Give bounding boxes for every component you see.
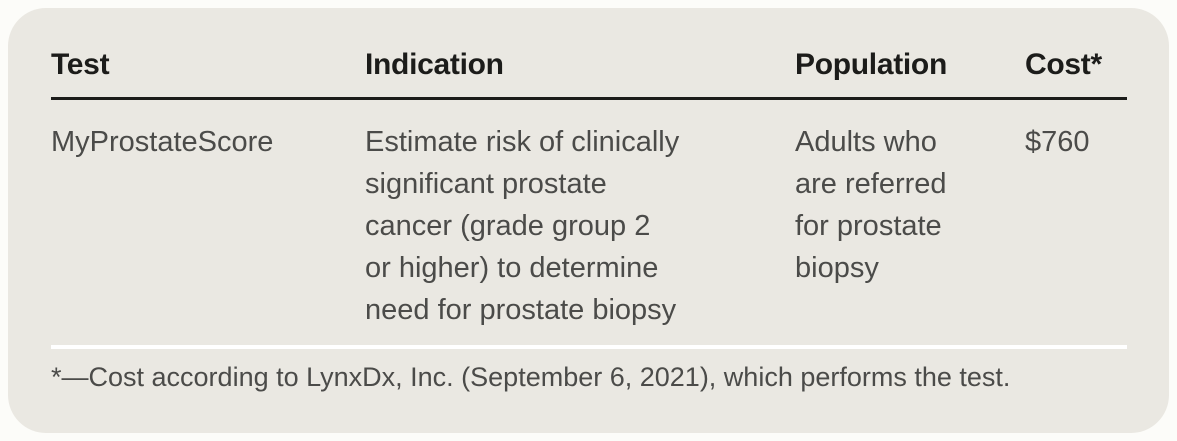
- footnote-divider: [51, 345, 1127, 349]
- cell-population: Adults who are referred for prostate bio…: [795, 126, 947, 284]
- cell-indication: Estimate risk of clinically significant …: [365, 126, 680, 326]
- column-header-population: Population: [795, 48, 1025, 100]
- table-card: Test Indication Population Cost* MyProst…: [8, 8, 1169, 433]
- prostate-test-table: Test Indication Population Cost* MyProst…: [51, 48, 1127, 331]
- table-header-row: Test Indication Population Cost*: [51, 48, 1127, 100]
- table-row: MyProstateScore Estimate risk of clinica…: [51, 99, 1127, 332]
- column-header-cost: Cost*: [1025, 48, 1127, 100]
- column-header-test: Test: [51, 48, 365, 100]
- cell-test-name: MyProstateScore: [51, 126, 274, 158]
- column-header-indication: Indication: [365, 48, 795, 100]
- footnote: *—Cost according to LynxDx, Inc. (Septem…: [51, 362, 1011, 392]
- cell-cost: $760: [1025, 126, 1090, 158]
